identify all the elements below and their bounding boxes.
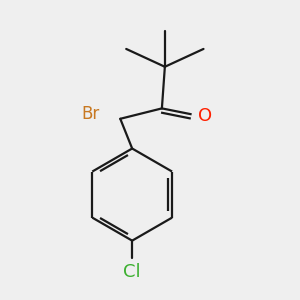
Text: O: O [198, 107, 212, 125]
Text: Br: Br [81, 105, 100, 123]
Text: Cl: Cl [123, 263, 141, 281]
